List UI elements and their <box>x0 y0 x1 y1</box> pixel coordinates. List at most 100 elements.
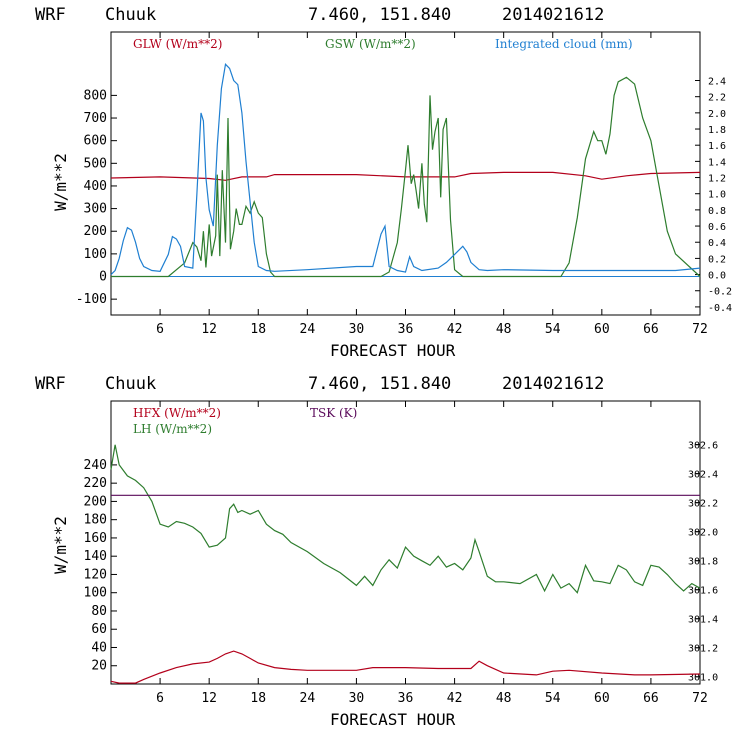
y2-tick-label: 2.2 <box>708 93 726 104</box>
y-tick-label: 180 <box>84 513 107 528</box>
x-tick-label: 48 <box>496 691 512 706</box>
y-tick-label: 60 <box>91 622 107 637</box>
x-tick-label: 36 <box>398 691 414 706</box>
x-tick-label: 54 <box>545 322 561 337</box>
panel-heat-flux: WRF Chuuk 7.460, 151.840 2014021612 6 12 1… <box>35 374 718 729</box>
y2-tick-label: 1.8 <box>708 125 726 136</box>
legend-lh: LH (W/m**2) <box>133 422 212 436</box>
x-tick-label: 60 <box>594 691 610 706</box>
y2-tick-label: 2.0 <box>708 109 726 120</box>
panel2-plot-frame <box>110 400 701 685</box>
panel1-model: WRF <box>35 5 66 25</box>
y2-tick-label: 0.8 <box>708 206 726 217</box>
panel1-init-time: 2014021612 <box>502 5 604 25</box>
panel2-y2-ticks: 301.0 301.2 301.4 301.6 301.8 302.0 302.2 302.4… <box>688 441 718 684</box>
y2-tick-label: 0.2 <box>708 254 726 265</box>
series-line-lh <box>110 444 701 594</box>
y2-tick-label: 1.0 <box>708 190 726 201</box>
panel2-x-ticks: 6 12 18 24 30 36 42 48 54 60 66 72 <box>156 401 708 706</box>
panel1-series <box>110 63 701 278</box>
panel1-y-axis-label: W/m**2 <box>51 153 70 211</box>
x-tick-label: 60 <box>594 322 610 337</box>
y2-tick-label: 301.6 <box>688 586 718 597</box>
y-tick-label: 600 <box>84 134 107 149</box>
x-tick-label: 72 <box>692 691 708 706</box>
y-tick-label: -100 <box>76 292 107 307</box>
panel1-coords: 7.460, 151.840 <box>308 5 451 25</box>
y2-tick-label: 1.4 <box>708 157 726 168</box>
panel1-y-ticks: -100 0 100 200 300 400 500 600 700 800 <box>76 88 117 307</box>
y2-tick-label: 302.6 <box>688 441 718 452</box>
y2-tick-label: 302.4 <box>688 470 718 481</box>
y2-tick-label: 2.4 <box>708 77 726 88</box>
x-tick-label: 42 <box>447 322 463 337</box>
y2-tick-label: 0.4 <box>708 238 726 249</box>
panel2-y-ticks: 20 40 60 80 100 120 140 160 180 200 220 240 <box>84 458 117 674</box>
legend-hfx: HFX (W/m**2) <box>133 406 221 420</box>
panel2-series <box>110 444 701 684</box>
y2-tick-label: 0.0 <box>708 271 726 282</box>
x-tick-label: 12 <box>201 322 217 337</box>
y2-tick-label: 301.0 <box>688 673 718 684</box>
y-tick-label: 300 <box>84 202 107 217</box>
x-tick-label: 66 <box>643 322 659 337</box>
y2-tick-label: 1.6 <box>708 141 726 152</box>
x-tick-label: 42 <box>447 691 463 706</box>
y-tick-label: 200 <box>84 494 107 509</box>
x-tick-label: 12 <box>201 691 217 706</box>
panel-radiation: WRF Chuuk 7.460, 151.840 2014021612 6 12 1… <box>35 5 732 360</box>
panel2-x-axis-label: FORECAST HOUR <box>330 710 456 729</box>
y2-tick-label: 1.2 <box>708 174 726 185</box>
series-line-cloud <box>110 63 701 276</box>
panel2-model: WRF <box>35 374 66 394</box>
x-tick-label: 30 <box>349 691 365 706</box>
x-tick-label: 18 <box>250 322 266 337</box>
y-tick-label: 160 <box>84 531 107 546</box>
y2-tick-label: 302.0 <box>688 528 718 539</box>
x-tick-label: 48 <box>496 322 512 337</box>
panel1-station: Chuuk <box>105 5 156 25</box>
y-tick-label: 240 <box>84 458 107 473</box>
legend-glw: GLW (W/m**2) <box>133 37 222 51</box>
y-tick-label: 100 <box>84 247 107 262</box>
x-tick-label: 24 <box>300 322 316 337</box>
x-tick-label: 66 <box>643 691 659 706</box>
x-tick-label: 6 <box>156 322 164 337</box>
x-tick-label: 30 <box>349 322 365 337</box>
series-line-glw <box>110 171 701 181</box>
y-tick-label: 140 <box>84 549 107 564</box>
legend-gsw: GSW (W/m**2) <box>325 37 416 51</box>
series-line-hfx <box>110 650 701 684</box>
y2-tick-label: 301.8 <box>688 557 718 568</box>
y-tick-label: 800 <box>84 88 107 103</box>
legend-cloud: Integrated cloud (mm) <box>495 37 633 51</box>
y2-tick-label: 0.6 <box>708 222 726 233</box>
y-tick-label: 20 <box>91 659 107 674</box>
y2-tick-label: -0.4 <box>708 303 732 314</box>
legend-tsk: TSK (K) <box>310 406 357 420</box>
panel2-y-axis-label: W/m**2 <box>51 516 70 574</box>
x-tick-label: 54 <box>545 691 561 706</box>
x-tick-label: 18 <box>250 691 266 706</box>
y-tick-label: 0 <box>99 270 107 285</box>
x-tick-label: 72 <box>692 322 708 337</box>
panel1-y2-ticks: -0.4 -0.2 0.0 0.2 0.4 0.6 0.8 1.0 1.2 1.4 1.6 1.8 2.… <box>695 77 732 314</box>
y-tick-label: 120 <box>84 567 107 582</box>
panel1-x-ticks: 6 12 18 24 30 36 42 48 54 60 66 72 <box>156 32 708 337</box>
series-line-gsw <box>111 76 701 278</box>
y-tick-label: 220 <box>84 476 107 491</box>
y-tick-label: 400 <box>84 179 107 194</box>
x-tick-label: 36 <box>398 322 414 337</box>
y-tick-label: 500 <box>84 156 107 171</box>
y-tick-label: 40 <box>91 640 107 655</box>
y-tick-label: 200 <box>84 224 107 239</box>
y-tick-label: 80 <box>91 604 107 619</box>
panel2-init-time: 2014021612 <box>502 374 604 394</box>
panel2-coords: 7.460, 151.840 <box>308 374 451 394</box>
y2-tick-label: 301.4 <box>688 615 718 626</box>
y2-tick-label: 302.2 <box>688 499 718 510</box>
x-tick-label: 24 <box>300 691 316 706</box>
panel1-x-axis-label: FORECAST HOUR <box>330 341 456 360</box>
y2-tick-label: -0.2 <box>708 287 732 298</box>
